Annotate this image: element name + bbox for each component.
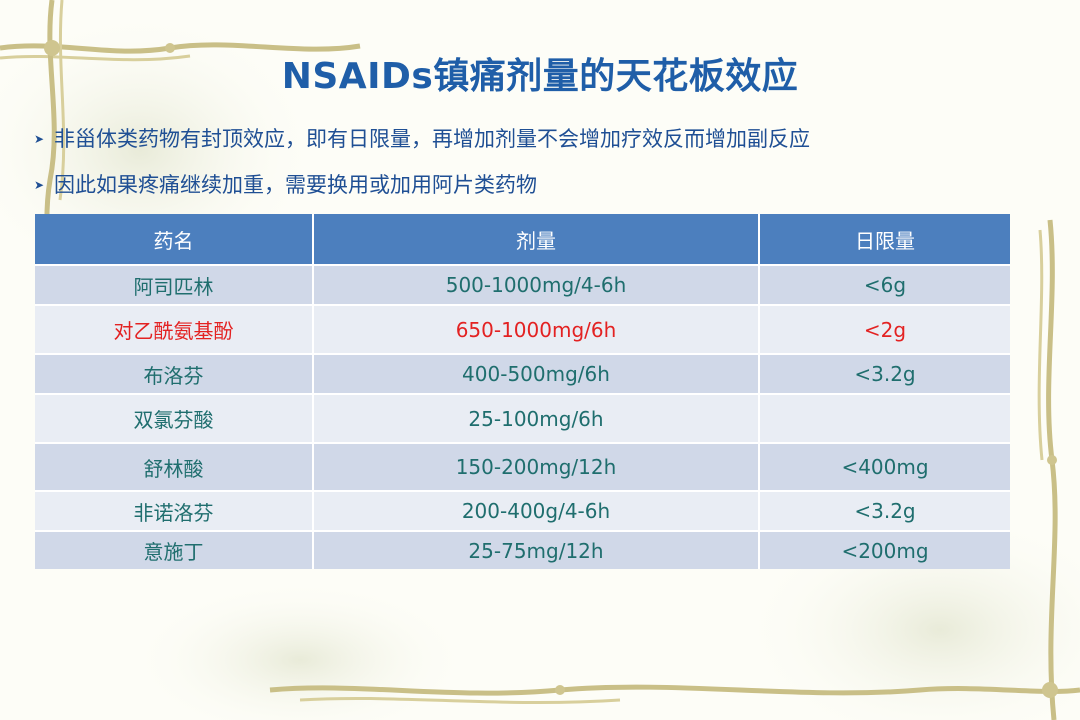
dose-cell: 25-75mg/12h bbox=[313, 530, 760, 569]
bullet-item: ➤ 非甾体类药物有封顶效应，即有日限量，再增加剂量不会增加疗效反而增加副反应 bbox=[32, 124, 1032, 170]
arrow-bullet-icon: ➤ bbox=[34, 178, 45, 192]
drug-name-cell: 对乙酰氨基酚 bbox=[35, 304, 314, 354]
daily-limit-cell: <3.2g bbox=[759, 490, 1010, 531]
table-header-row: 药名 剂量 日限量 bbox=[35, 214, 1010, 265]
bullet-item: ➤ 因此如果疼痛继续加重，需要换用或加用阿片类药物 bbox=[32, 170, 1032, 216]
table-row: 对乙酰氨基酚 650-1000mg/6h <2g bbox=[35, 304, 1010, 354]
daily-limit-cell: <200mg bbox=[759, 530, 1010, 569]
dose-cell: 650-1000mg/6h bbox=[313, 304, 760, 354]
drug-name-cell: 非诺洛芬 bbox=[35, 490, 314, 531]
daily-limit-cell: <6g bbox=[759, 264, 1010, 305]
table-row: 阿司匹林 500-1000mg/4-6h <6g bbox=[35, 264, 1010, 305]
dose-cell: 25-100mg/6h bbox=[313, 393, 760, 443]
table-row: 布洛芬 400-500mg/6h <3.2g bbox=[35, 353, 1010, 394]
drug-name-cell: 阿司匹林 bbox=[35, 264, 314, 305]
table-row: 意施丁 25-75mg/12h <200mg bbox=[35, 530, 1010, 569]
slide-title: NSAIDs镇痛剂量的天花板效应 bbox=[281, 56, 799, 97]
bullet-text: 非甾体类药物有封顶效应，即有日限量，再增加剂量不会增加疗效反而增加副反应 bbox=[54, 127, 810, 151]
daily-limit-cell: <3.2g bbox=[759, 353, 1010, 394]
daily-limit-cell: <2g bbox=[759, 304, 1010, 354]
daily-limit-cell bbox=[759, 393, 1010, 443]
drug-name-cell: 意施丁 bbox=[35, 530, 314, 569]
header-dose: 剂量 bbox=[313, 214, 760, 265]
dose-cell: 150-200mg/12h bbox=[313, 442, 760, 491]
header-drug-name: 药名 bbox=[35, 214, 314, 265]
table-row: 非诺洛芬 200-400g/4-6h <3.2g bbox=[35, 490, 1010, 531]
header-daily-limit: 日限量 bbox=[759, 214, 1010, 265]
bullet-list: ➤ 非甾体类药物有封顶效应，即有日限量，再增加剂量不会增加疗效反而增加副反应 ➤… bbox=[32, 124, 1032, 216]
table-row: 双氯芬酸 25-100mg/6h bbox=[35, 393, 1010, 443]
dosage-table: 药名 剂量 日限量 阿司匹林 500-1000mg/4-6h <6g 对乙酰氨基… bbox=[35, 214, 1010, 569]
daily-limit-cell: <400mg bbox=[759, 442, 1010, 491]
dose-cell: 400-500mg/6h bbox=[313, 353, 760, 394]
dose-cell: 500-1000mg/4-6h bbox=[313, 264, 760, 305]
table-row: 舒林酸 150-200mg/12h <400mg bbox=[35, 442, 1010, 491]
arrow-bullet-icon: ➤ bbox=[34, 132, 45, 146]
drug-name-cell: 布洛芬 bbox=[35, 353, 314, 394]
drug-name-cell: 双氯芬酸 bbox=[35, 393, 314, 443]
bullet-text: 因此如果疼痛继续加重，需要换用或加用阿片类药物 bbox=[54, 173, 537, 197]
dose-cell: 200-400g/4-6h bbox=[313, 490, 760, 531]
drug-name-cell: 舒林酸 bbox=[35, 442, 314, 491]
